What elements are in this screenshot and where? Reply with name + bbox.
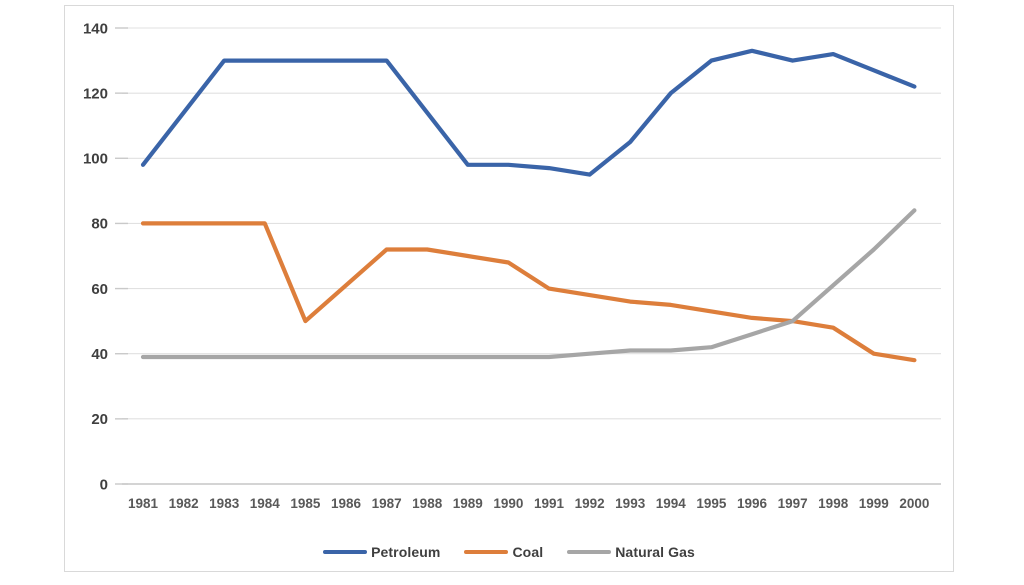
- x-tick-label: 1988: [412, 496, 443, 511]
- legend-item-petroleum: Petroleum: [323, 544, 440, 560]
- x-tick-label: 1998: [818, 496, 849, 511]
- x-tick-label: 1994: [656, 496, 687, 511]
- x-tick-label: 1981: [128, 496, 159, 511]
- legend-label-natural-gas: Natural Gas: [615, 544, 695, 560]
- x-tick-label: 1992: [575, 496, 605, 511]
- y-tick-label: 120: [83, 85, 108, 102]
- x-tick-label: 2000: [899, 496, 929, 511]
- x-tick-label: 1982: [169, 496, 199, 511]
- x-tick-label: 1989: [453, 496, 483, 511]
- legend-line-swatch-petroleum: [323, 550, 368, 554]
- x-tick-label: 1983: [209, 496, 240, 511]
- x-tick-label: 1993: [615, 496, 646, 511]
- legend-label-coal: Coal: [512, 544, 544, 560]
- y-tick-label: 0: [100, 476, 108, 493]
- x-tick-label: 1987: [372, 496, 402, 511]
- legend-line-swatch-natural-gas: [567, 550, 612, 554]
- legend-label-petroleum: Petroleum: [371, 544, 441, 560]
- x-tick-label: 1995: [696, 496, 727, 511]
- y-tick-label: 80: [91, 216, 108, 233]
- chart-legend: Petroleum Coal Natural Gas: [65, 539, 953, 565]
- x-tick-label: 1990: [493, 496, 523, 511]
- series-line-natural-gas: [140, 208, 917, 360]
- x-tick-label: 1997: [778, 496, 808, 511]
- x-tick-label: 1985: [290, 496, 321, 511]
- legend-item-natural-gas: Natural Gas: [567, 544, 695, 560]
- x-tick-label: 1991: [534, 496, 565, 511]
- x-tick-label: 1984: [250, 496, 281, 511]
- x-tick-label: 1996: [737, 496, 768, 511]
- x-tick-label: 1999: [859, 496, 889, 511]
- series-line-coal: [140, 221, 917, 363]
- legend-item-coal: Coal: [464, 544, 543, 560]
- legend-line-swatch-coal: [464, 550, 509, 554]
- x-tick-label: 1986: [331, 496, 362, 511]
- y-tick-label: 20: [91, 411, 108, 428]
- y-tick-label: 60: [91, 281, 108, 298]
- chart-frame: 0 20 40 60 80 100 120 140 1981 1982 1983 1984 1985 19…: [64, 5, 954, 572]
- y-tick-label: 40: [91, 346, 108, 363]
- y-tick-label: 140: [83, 20, 108, 37]
- series-line-petroleum: [140, 48, 917, 177]
- y-tick-label: 100: [83, 151, 108, 168]
- chart-canvas: 0 20 40 60 80 100 120 140 1981 1982 1983 1984 1985 19…: [83, 20, 941, 511]
